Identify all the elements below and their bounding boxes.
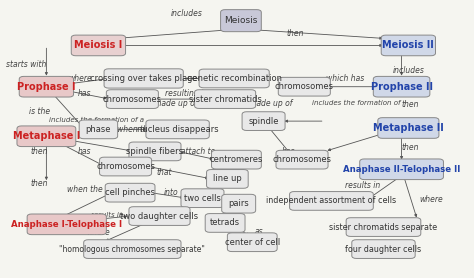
Text: line up: line up	[213, 174, 242, 183]
Text: pairs: pairs	[228, 199, 249, 208]
FancyBboxPatch shape	[346, 218, 421, 236]
FancyBboxPatch shape	[71, 35, 126, 56]
Text: then: then	[31, 147, 48, 156]
FancyBboxPatch shape	[242, 112, 285, 130]
FancyBboxPatch shape	[222, 194, 255, 213]
Text: Metaphase II: Metaphase II	[373, 123, 444, 133]
Text: phase: phase	[86, 125, 111, 134]
Text: is the: is the	[29, 107, 50, 116]
FancyBboxPatch shape	[205, 214, 245, 232]
Text: in the: in the	[232, 206, 254, 215]
FancyBboxPatch shape	[129, 207, 190, 225]
Text: into: into	[164, 188, 178, 197]
FancyBboxPatch shape	[100, 157, 152, 176]
Text: "homologous chromosomes separate": "homologous chromosomes separate"	[59, 245, 205, 254]
Text: Meiosis: Meiosis	[224, 16, 258, 25]
Text: where: where	[419, 195, 443, 204]
FancyBboxPatch shape	[207, 170, 248, 188]
Text: chromosomes: chromosomes	[273, 155, 331, 164]
FancyBboxPatch shape	[228, 233, 277, 252]
Text: chromosomes: chromosomes	[103, 95, 162, 104]
Text: sister chromatids: sister chromatids	[189, 95, 262, 104]
Text: then: then	[402, 143, 419, 152]
Text: made up of: made up of	[249, 99, 292, 108]
Text: tetrads: tetrads	[210, 219, 240, 227]
Text: Prophase I: Prophase I	[17, 82, 76, 92]
FancyBboxPatch shape	[352, 240, 415, 259]
Text: centromeres: centromeres	[210, 155, 263, 164]
Text: that attach to: that attach to	[163, 147, 215, 156]
FancyBboxPatch shape	[106, 90, 158, 108]
Text: chromosomes: chromosomes	[275, 82, 334, 91]
FancyBboxPatch shape	[105, 183, 155, 202]
Text: when the: when the	[117, 125, 153, 134]
Text: independent assortment of cells: independent assortment of cells	[266, 197, 397, 205]
FancyBboxPatch shape	[104, 69, 183, 88]
Text: includes: includes	[392, 66, 424, 75]
Text: Meiosis I: Meiosis I	[74, 40, 123, 50]
Text: center of cell: center of cell	[225, 238, 280, 247]
Text: four daughter cells: four daughter cells	[346, 245, 421, 254]
Text: then: then	[402, 100, 419, 109]
Text: sister chromatids separate: sister chromatids separate	[329, 223, 438, 232]
Text: Prophase II: Prophase II	[371, 82, 433, 92]
Text: then: then	[31, 178, 48, 188]
Text: has: has	[282, 147, 295, 156]
FancyBboxPatch shape	[181, 189, 224, 208]
FancyBboxPatch shape	[374, 76, 430, 97]
Text: has: has	[78, 147, 91, 156]
FancyBboxPatch shape	[211, 150, 261, 169]
FancyBboxPatch shape	[360, 159, 444, 180]
FancyBboxPatch shape	[19, 76, 73, 97]
Text: results in: results in	[346, 181, 381, 190]
FancyBboxPatch shape	[278, 77, 330, 96]
FancyBboxPatch shape	[381, 35, 436, 56]
Text: genetic recombination: genetic recombination	[187, 74, 282, 83]
Text: Meiosis II: Meiosis II	[383, 40, 434, 50]
Text: has: has	[78, 89, 91, 98]
FancyBboxPatch shape	[84, 240, 181, 259]
Text: resulting in: resulting in	[165, 89, 208, 98]
FancyBboxPatch shape	[146, 120, 210, 139]
Text: includes the formation of: includes the formation of	[312, 100, 401, 106]
Text: in: in	[240, 180, 246, 189]
FancyBboxPatch shape	[129, 142, 181, 161]
FancyBboxPatch shape	[17, 126, 76, 147]
FancyBboxPatch shape	[220, 10, 261, 32]
Text: crossing over takes place: crossing over takes place	[90, 74, 197, 83]
Text: two daughter cells: two daughter cells	[120, 212, 199, 220]
Text: spindle: spindle	[248, 116, 279, 126]
Text: includes the formation of a: includes the formation of a	[49, 117, 144, 123]
Text: where: where	[68, 74, 92, 83]
Text: as: as	[255, 227, 264, 236]
FancyBboxPatch shape	[290, 192, 374, 210]
Text: Metaphase I: Metaphase I	[13, 131, 80, 141]
Text: starts with: starts with	[6, 60, 46, 69]
Text: results in: results in	[91, 212, 124, 218]
FancyBboxPatch shape	[194, 90, 255, 108]
Text: that: that	[156, 168, 172, 177]
Text: Anaphase I-Telophase I: Anaphase I-Telophase I	[11, 220, 122, 229]
Text: cell pinches: cell pinches	[105, 188, 155, 197]
FancyBboxPatch shape	[27, 214, 106, 235]
Text: when the: when the	[67, 185, 103, 194]
Text: nucleus disappears: nucleus disappears	[137, 125, 219, 134]
FancyBboxPatch shape	[79, 120, 118, 139]
Text: made up of: made up of	[154, 99, 197, 108]
Text: where: where	[87, 228, 110, 237]
FancyBboxPatch shape	[378, 118, 439, 138]
Text: includes: includes	[171, 9, 202, 18]
Text: Anaphase II-Telophase II: Anaphase II-Telophase II	[343, 165, 460, 174]
Text: then: then	[286, 29, 304, 38]
Text: chromosomes: chromosomes	[96, 162, 155, 171]
Text: which has: which has	[326, 74, 364, 83]
FancyBboxPatch shape	[199, 69, 269, 88]
FancyBboxPatch shape	[276, 150, 328, 169]
Text: spindle fibers: spindle fibers	[127, 147, 183, 156]
Text: two cells: two cells	[184, 194, 221, 203]
